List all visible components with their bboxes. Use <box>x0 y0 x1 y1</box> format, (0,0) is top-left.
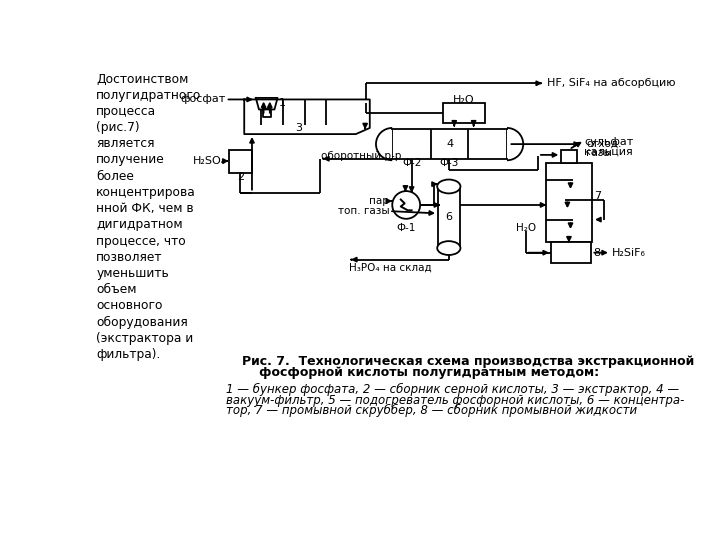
Text: тор, 7 — промывной скруббер, 8 — сборник промывной жидкости: тор, 7 — промывной скруббер, 8 — сборник… <box>225 404 636 417</box>
Text: оборотный р-р: оборотный р-р <box>321 151 402 161</box>
Text: 8: 8 <box>594 248 601 258</box>
Text: H₂SO₄: H₂SO₄ <box>193 156 226 166</box>
Polygon shape <box>391 130 392 158</box>
Text: 2: 2 <box>237 172 244 182</box>
Text: H₂SiF₆: H₂SiF₆ <box>612 248 647 258</box>
Text: 1 — бункер фосфата, 2 — сборник серной кислоты, 3 — экстрактор, 4 —: 1 — бункер фосфата, 2 — сборник серной к… <box>225 383 679 396</box>
Polygon shape <box>263 110 271 117</box>
Text: Рис. 7.  Технологическая схема производства экстракционной: Рис. 7. Технологическая схема производст… <box>242 355 694 368</box>
Text: топ. газы: топ. газы <box>338 206 389 216</box>
Text: пар: пар <box>369 196 389 206</box>
Text: 1: 1 <box>279 98 286 109</box>
Text: 4: 4 <box>447 139 454 149</box>
Text: 3: 3 <box>295 123 302 133</box>
Bar <box>438 186 459 248</box>
Ellipse shape <box>437 179 461 193</box>
Text: H₂O: H₂O <box>453 95 474 105</box>
Polygon shape <box>256 98 277 110</box>
Text: кальция: кальция <box>585 146 633 156</box>
Text: отход.: отход. <box>586 138 621 149</box>
Text: вакуум-фильтр, 5 — подогреватель фосфорной кислоты, 6 — концентра-: вакуум-фильтр, 5 — подогреватель фосфорн… <box>225 394 684 407</box>
Bar <box>551 242 591 264</box>
Bar <box>546 164 593 242</box>
Text: H₃PO₄ на склад: H₃PO₄ на склад <box>349 262 432 273</box>
Text: Ф-3: Ф-3 <box>439 158 459 168</box>
Polygon shape <box>507 130 508 158</box>
Text: фосфорной кислоты полугидратным методом:: фосфорной кислоты полугидратным методом: <box>259 366 599 379</box>
Bar <box>443 103 485 123</box>
Bar <box>229 150 252 173</box>
Ellipse shape <box>437 241 461 255</box>
Circle shape <box>392 191 420 219</box>
Bar <box>392 130 507 159</box>
Text: Ф-1: Ф-1 <box>397 222 416 233</box>
Text: HF, SiF₄ на абсорбцию: HF, SiF₄ на абсорбцию <box>547 78 676 88</box>
Text: 6: 6 <box>446 212 452 222</box>
Text: Ф-2: Ф-2 <box>402 158 421 168</box>
Text: фосфат: фосфат <box>181 94 225 104</box>
Text: 7: 7 <box>595 191 602 201</box>
Bar <box>561 150 577 164</box>
Text: газы: газы <box>586 147 612 158</box>
Text: Достоинством
полугидратного
процесса
(рис.7)
является
получение
более
концентрир: Достоинством полугидратного процесса (ри… <box>96 72 202 361</box>
Text: сульфат: сульфат <box>585 137 634 147</box>
Text: H₂O: H₂O <box>516 223 536 233</box>
Polygon shape <box>244 99 370 134</box>
